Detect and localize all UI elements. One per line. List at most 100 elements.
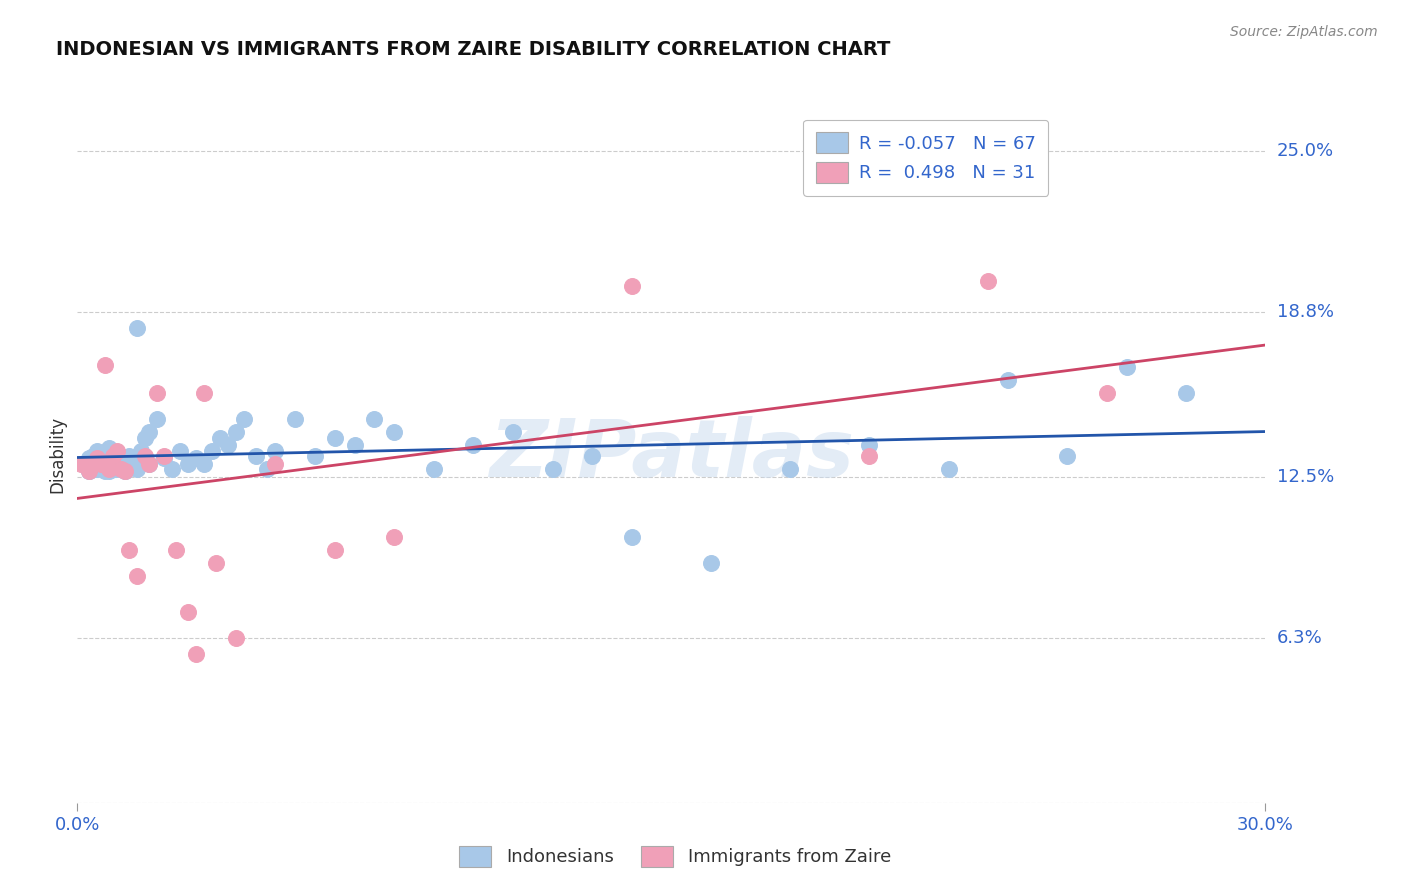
Text: 25.0%: 25.0% (1277, 142, 1334, 160)
Point (101, 451, 124, 466)
Point (205, 556, 228, 570)
Text: 6.3%: 6.3% (1277, 630, 1322, 648)
Point (110, 457, 132, 471)
Point (304, 449, 326, 463)
Point (463, 438, 485, 452)
Point (98, 441, 121, 455)
Point (382, 530, 405, 544)
Point (82, 462, 104, 476)
Point (101, 457, 124, 471)
Point (118, 449, 141, 463)
Point (165, 542, 187, 557)
Point (997, 373, 1019, 387)
Point (938, 462, 960, 476)
Point (858, 449, 880, 463)
Text: 12.5%: 12.5% (1277, 467, 1334, 486)
Text: Source: ZipAtlas.com: Source: ZipAtlas.com (1230, 25, 1378, 39)
Point (1095, 386, 1118, 401)
Point (382, 425, 405, 440)
Point (114, 465, 136, 479)
Point (145, 412, 167, 426)
Point (138, 457, 160, 471)
Point (284, 412, 307, 426)
Point (245, 449, 267, 463)
Point (145, 386, 167, 401)
Point (217, 438, 239, 452)
Point (193, 386, 215, 401)
Point (86, 457, 108, 471)
Point (177, 457, 200, 471)
Point (90, 457, 112, 471)
Point (125, 462, 148, 476)
Point (125, 321, 148, 335)
Point (232, 412, 254, 426)
Point (129, 443, 152, 458)
Point (162, 462, 184, 476)
Point (201, 443, 224, 458)
Point (110, 462, 132, 476)
Point (193, 457, 215, 471)
Point (138, 457, 160, 471)
Point (134, 449, 156, 463)
Point (779, 462, 801, 476)
Point (225, 425, 247, 440)
Point (90, 457, 112, 471)
Point (700, 556, 723, 570)
Point (138, 425, 160, 440)
Point (1115, 360, 1137, 375)
Point (101, 449, 124, 463)
Point (186, 451, 208, 466)
Y-axis label: Disability: Disability (48, 417, 66, 493)
Point (1056, 449, 1078, 463)
Point (75, 457, 97, 471)
Point (581, 449, 603, 463)
Point (94, 358, 117, 372)
Point (82, 449, 104, 463)
Text: ZIPatlas: ZIPatlas (489, 416, 853, 494)
Point (86, 451, 108, 466)
Point (541, 462, 564, 476)
Point (620, 530, 643, 544)
Point (977, 274, 1000, 288)
Point (75, 457, 97, 471)
Point (94, 449, 117, 463)
Point (98, 462, 121, 476)
Point (98, 465, 121, 479)
Point (114, 465, 136, 479)
Point (502, 425, 524, 440)
Point (169, 443, 191, 458)
Point (86, 462, 108, 476)
Point (118, 542, 141, 557)
Point (77, 465, 100, 479)
Point (323, 542, 346, 557)
Point (264, 457, 287, 471)
Point (423, 462, 446, 476)
Point (153, 449, 176, 463)
Point (264, 443, 287, 458)
Point (105, 462, 128, 476)
Point (153, 451, 176, 466)
Point (134, 431, 156, 445)
Text: INDONESIAN VS IMMIGRANTS FROM ZAIRE DISABILITY CORRELATION CHART: INDONESIAN VS IMMIGRANTS FROM ZAIRE DISA… (56, 40, 890, 59)
Point (101, 457, 124, 471)
Point (77, 465, 100, 479)
Point (94, 462, 117, 476)
Point (77, 451, 100, 466)
Point (343, 438, 366, 452)
Point (208, 431, 231, 445)
Point (225, 632, 247, 646)
Point (858, 438, 880, 452)
Point (125, 569, 148, 583)
Text: 18.8%: 18.8% (1277, 303, 1333, 321)
Legend: R = -0.057   N = 67, R =  0.498   N = 31: R = -0.057 N = 67, R = 0.498 N = 31 (803, 120, 1049, 195)
Point (121, 457, 143, 471)
Point (363, 412, 385, 426)
Point (186, 647, 208, 661)
Point (1175, 386, 1198, 401)
Point (70, 457, 93, 471)
Point (105, 449, 128, 463)
Point (105, 443, 128, 458)
Point (323, 431, 346, 445)
Point (114, 465, 136, 479)
Point (620, 279, 643, 293)
